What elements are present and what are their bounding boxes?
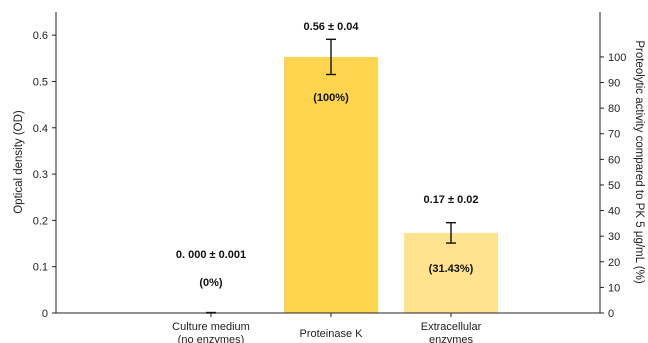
y2-tick-label-6: 60 [608,154,620,166]
y2-tick-label-7: 70 [608,129,620,141]
y-tick-label-4: 0.4 [33,123,48,135]
y2-tick-label-8: 80 [608,103,620,115]
value-label-3: 0.17 ± 0.02 [424,194,479,206]
bars-group [284,56,498,314]
percent-label-2: (100%) [313,92,349,104]
value-label-2: 0.56 ± 0.04 [304,21,360,33]
y-tick-label-6: 0.6 [33,30,48,42]
y2-tick-label-2: 20 [608,257,620,269]
x-tick-label-2: Extracellular enzymes [421,321,482,343]
y2-tick-label-0: 0 [608,308,614,320]
error-bars-group [206,38,456,314]
axes-group: 0 0.1 0.2 0.3 0.4 0.5 0.6 0 10 20 30 40 50 60 70 80 90 10… [33,12,626,343]
bar-3 [404,232,498,313]
y-tick-label-2: 0.2 [33,215,48,227]
bar-2 [284,56,378,314]
percent-label-3: (31.43%) [429,263,474,275]
percent-label-1: (0%) [199,277,223,289]
y-tick-label-5: 0.5 [33,76,48,88]
y2-tick-label-5: 50 [608,180,620,192]
secondary-y-axis-title: Proteolytic activity compared to PK 5 μg… [633,40,645,283]
y2-tick-label-10: 100 [608,52,626,64]
value-labels-group: 0. 000 ± 0.001 0.56 ± 0.04 0.17 ± 0.02 (0%)… [176,21,479,289]
y2-tick-label-3: 30 [608,231,620,243]
value-label-1: 0. 000 ± 0.001 [176,249,246,261]
y-tick-label-0: 0 [42,308,48,320]
y-axis-title: Optical density (OD) [13,110,25,214]
x-tick-label-1: Proteinase K [300,328,364,340]
x-tick-label-0: Culture medium (no enzymes) [172,321,250,343]
y-tick-label-3: 0.3 [33,169,48,181]
y-tick-label-1: 0.1 [33,262,48,274]
y2-tick-label-9: 90 [608,78,620,90]
y2-tick-label-1: 10 [608,282,620,294]
y2-tick-label-4: 40 [608,206,620,218]
